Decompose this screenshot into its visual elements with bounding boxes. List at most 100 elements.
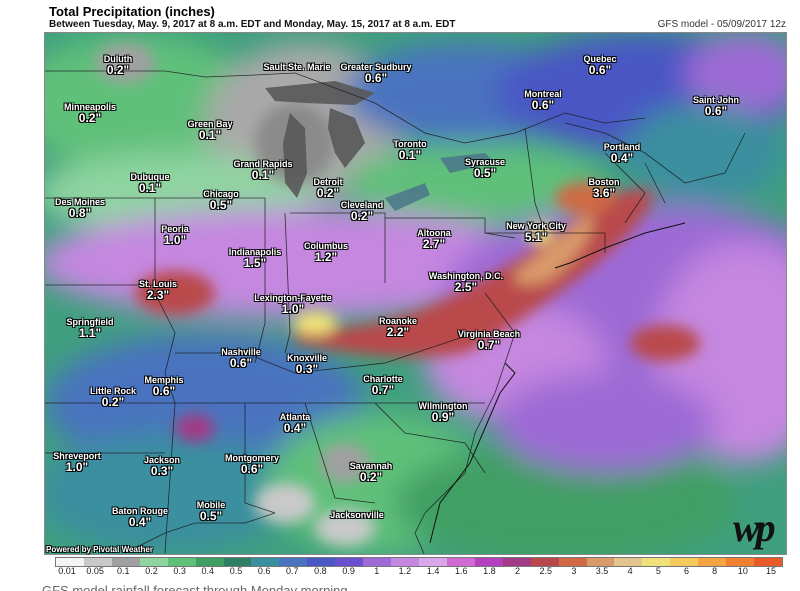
city-label: Springfield 1.1" [66, 317, 114, 341]
city-label: Detroit 0.2" [314, 177, 343, 200]
city-name: Knoxville [286, 353, 328, 363]
legend-tick-label: 0.4 [201, 566, 215, 576]
legend-swatch [56, 558, 84, 566]
city-name: Atlanta [279, 412, 311, 422]
precip-amount: 1.1" [78, 326, 102, 341]
city-label: Des Moines 0.8" [55, 197, 105, 221]
legend-swatch [530, 558, 559, 566]
legend-tick-label: 0.01 [58, 566, 76, 576]
city-name: Saint John [692, 95, 740, 105]
legend-tick-label: 0.2 [145, 566, 158, 576]
legend-swatch [111, 558, 140, 566]
city-name: Peoria [161, 224, 189, 234]
precipitation-legend [55, 557, 783, 567]
legend-swatch [335, 558, 364, 566]
legend-ticks: 0.01 0.05 0.1 0.2 0.3 0.4 0.5 0.6 0.7 0.8 0.9 1 1.2 1… [55, 566, 783, 578]
city-name: Montgomery [225, 453, 279, 463]
city-label: St. Louis 2.3" [139, 279, 177, 302]
precip-amount: 0.1" [251, 168, 275, 183]
legend-swatch [446, 558, 475, 566]
legend-tick-label: 10 [737, 566, 748, 576]
legend-tick-label: 8 [712, 566, 718, 576]
city-name: Jackson [143, 455, 181, 465]
city-name: Washington, D.C. [428, 271, 504, 281]
city-name: Baton Rouge [112, 506, 168, 516]
precip-amount: 1.0" [281, 302, 305, 317]
precip-amount: 2.5" [454, 280, 478, 295]
city-name: Montreal [524, 89, 562, 99]
precip-amount: 0.1" [198, 128, 222, 143]
legend-tick-label: 0.8 [314, 566, 327, 576]
precip-amount: 1.5" [243, 256, 267, 271]
legend-tick-label: 0.3 [173, 566, 186, 576]
legend-swatch [502, 558, 531, 566]
precip-amount: 0.7" [371, 383, 395, 398]
precip-amount: 0.6" [364, 71, 388, 86]
city-name: Grand Rapids [233, 159, 293, 169]
precip-amount: 0.5" [473, 166, 497, 181]
city-label: Jackson 0.3" [143, 455, 181, 478]
city-name: Minneapolis [63, 102, 117, 112]
precip-amount: 0.6" [531, 98, 555, 113]
pivotal-weather-credit: Powered by Pivotal Weather [46, 545, 153, 554]
city-name: Greater Sudbury [340, 62, 412, 72]
city-label: Grand Rapids 0.1" [233, 159, 293, 183]
city-name: Charlotte [363, 374, 403, 384]
legend-swatch [474, 558, 503, 566]
city-label: Montgomery 0.6" [225, 453, 279, 476]
city-name: Chicago [203, 189, 239, 199]
city-label: Roanoke 2.2" [378, 316, 418, 339]
city-label: New York City 5.1" [506, 221, 566, 245]
precip-amount: 0.2" [350, 209, 374, 224]
precip-amount: 0.1" [138, 181, 162, 196]
precip-amount: 3.6" [592, 186, 616, 201]
legend-tick-label: 0.5 [229, 566, 243, 576]
precip-amount: 0.4" [610, 151, 634, 166]
city-name: Roanoke [378, 316, 418, 326]
city-name: Little Rock [89, 386, 137, 396]
precip-amount: 1.0" [65, 460, 89, 475]
city-name: Sault Ste. Marie [263, 62, 331, 72]
precip-amount: 0.5" [209, 198, 233, 213]
figure-caption: GFS model rainfall forecast through Mond… [42, 583, 352, 591]
city-name: Shreveport [53, 451, 101, 461]
legend-swatch [139, 558, 168, 566]
city-name: New York City [506, 221, 566, 231]
city-name: Portland [603, 142, 641, 152]
legend-tick-label: 5 [655, 566, 661, 576]
precip-amount: 0.8" [68, 206, 92, 221]
precipitation-field [45, 33, 786, 554]
city-name: Quebec [583, 54, 617, 64]
legend-tick-label: 2.5 [539, 566, 552, 576]
city-label: Montreal 0.6" [524, 89, 562, 113]
city-label: Minneapolis 0.2" [63, 102, 117, 125]
precip-amount: 0.2" [101, 395, 125, 410]
city-label: Memphis 0.6" [144, 375, 183, 399]
city-label: Jacksonville [330, 510, 384, 520]
city-label: Altoona 2.7" [417, 228, 451, 251]
precipitation-map [44, 32, 787, 555]
legend-swatch [223, 558, 252, 566]
precip-amount: 0.6" [152, 384, 176, 399]
precip-amount: 0.7" [477, 338, 501, 353]
city-label: Columbus 1.2" [304, 241, 348, 264]
legend-tick-label: 3.5 [595, 566, 609, 576]
precip-amount: 0.6" [588, 63, 612, 78]
washington-post-logo: wp [733, 505, 776, 550]
city-name: Columbus [304, 241, 348, 251]
city-label: Saint John 0.6" [692, 95, 740, 118]
map-subtitle: Between Tuesday, May. 9, 2017 at 8 a.m. … [49, 19, 456, 30]
city-name: Cleveland [340, 200, 384, 210]
city-name: Lexington-Fayette [254, 293, 332, 303]
city-label: Toronto 0.1" [393, 139, 427, 162]
city-label: Portland 0.4" [603, 142, 641, 166]
precip-amount: 5.1" [524, 230, 548, 245]
city-label: Knoxville 0.3" [286, 353, 328, 376]
city-name: Springfield [66, 317, 114, 327]
precip-amount: 0.2" [359, 470, 383, 485]
legend-tick-label: 0.7 [286, 566, 299, 576]
legend-tick-label: 0.9 [342, 566, 355, 576]
city-name: Toronto [393, 139, 427, 149]
city-label: Wilmington 0.9" [419, 401, 468, 424]
legend-swatch [614, 558, 643, 566]
